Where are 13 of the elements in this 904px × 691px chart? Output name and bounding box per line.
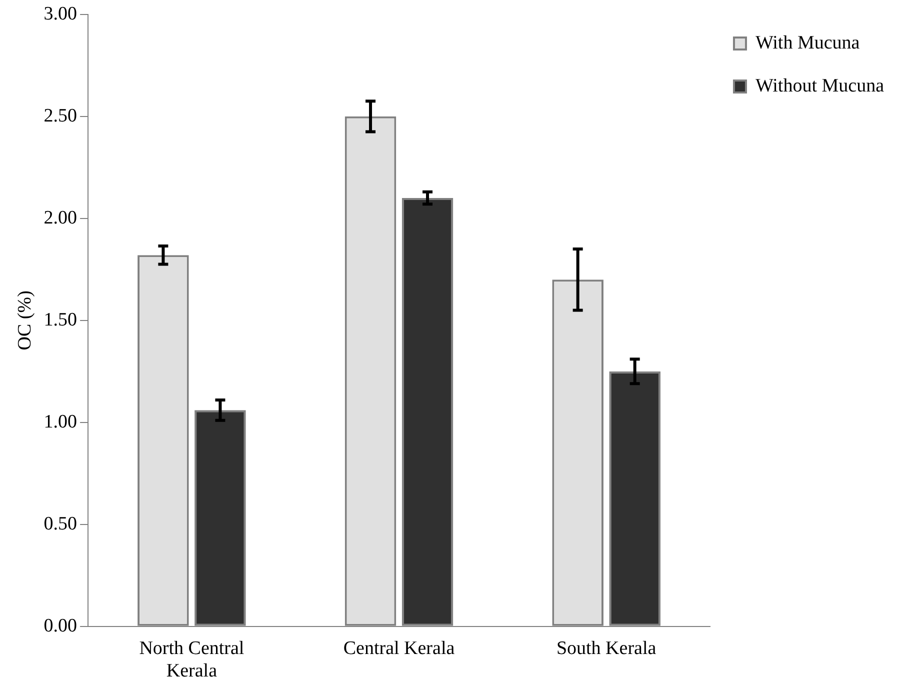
x-tick-label: North Central Kerala bbox=[139, 638, 244, 682]
legend-label: Without Mucuna bbox=[755, 75, 885, 96]
y-tick-label: 0.50 bbox=[44, 513, 78, 534]
y-tick-label: 2.50 bbox=[44, 105, 78, 126]
y-tick-label: 0.00 bbox=[44, 615, 78, 636]
y-tick-label: 1.50 bbox=[44, 309, 78, 330]
legend-label: With Mucuna bbox=[755, 32, 860, 54]
x-tick-label: South Kerala bbox=[556, 638, 657, 659]
y-tick-label: 1.00 bbox=[44, 411, 78, 432]
y-tick-label: 3.00 bbox=[44, 3, 78, 24]
y-tick-label: 2.00 bbox=[44, 207, 78, 228]
x-tick-label: Central Kerala bbox=[343, 638, 456, 659]
y-axis-title: OC (%) bbox=[14, 290, 36, 350]
